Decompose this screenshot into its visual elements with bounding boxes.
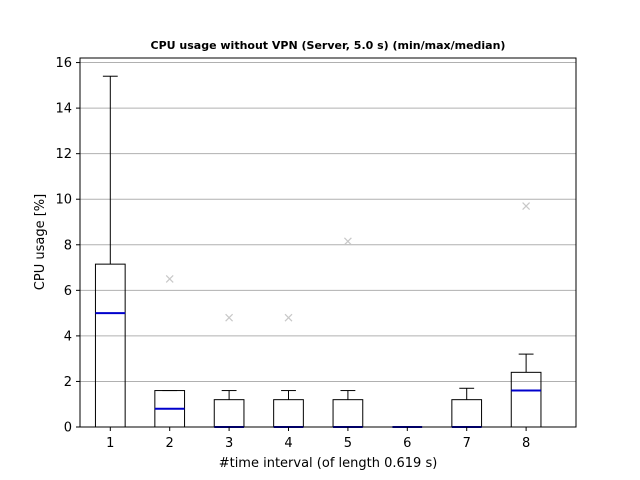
box-4 [273, 399, 304, 428]
outlier-stroke-b-3-0 [225, 313, 234, 322]
box-1 [94, 263, 126, 428]
outlier-8-0 [522, 202, 531, 210]
x-tick-label-3: 4 [284, 436, 292, 451]
y-tick-label-0: 0 [64, 421, 72, 436]
box-layer [94, 75, 542, 428]
x-tick-label-1: 2 [166, 436, 174, 451]
grid-layer [80, 62, 576, 428]
outlier-3-0 [225, 313, 234, 322]
box-group-4 [273, 313, 304, 428]
outlier-2-0 [165, 275, 174, 283]
outlier-5-0 [343, 237, 352, 246]
box-8 [510, 371, 542, 428]
outlier-stroke-b-4-0 [284, 313, 293, 322]
outlier-stroke-b-2-0 [165, 275, 174, 283]
y-tick-label-7: 14 [55, 102, 72, 117]
box-5 [332, 399, 364, 428]
box-group-5 [332, 237, 364, 428]
y-tick-label-4: 8 [64, 238, 72, 253]
x-tick-label-4: 5 [344, 436, 352, 451]
plot-frame [79, 57, 577, 428]
box-group-3 [213, 313, 245, 428]
y-tick-label-6: 12 [55, 147, 72, 162]
y-axis-label: CPU usage [%] [33, 194, 48, 290]
box-7 [451, 399, 483, 428]
box-group-1 [94, 75, 126, 428]
box-group-7 [451, 387, 483, 428]
box-3 [213, 399, 245, 428]
chart-title: CPU usage without VPN (Server, 5.0 s) (m… [151, 39, 506, 52]
outlier-stroke-b-5-0 [343, 237, 352, 246]
outlier-4-0 [284, 313, 293, 322]
y-tick-label-1: 2 [64, 375, 72, 390]
x-tick-label-7: 8 [522, 436, 530, 451]
x-tick-label-0: 1 [106, 436, 114, 451]
x-tick-label-6: 7 [463, 436, 471, 451]
x-tick-label-5: 6 [403, 436, 411, 451]
y-tick-label-8: 16 [55, 56, 72, 71]
outlier-stroke-b-8-0 [522, 202, 531, 210]
y-tick-label-5: 10 [55, 193, 72, 208]
box-group-8 [510, 202, 542, 428]
x-tick-label-2: 3 [225, 436, 233, 451]
box-group-2 [154, 275, 186, 428]
x-axis-label: #time interval (of length 0.619 s) [219, 456, 438, 471]
y-tick-label-2: 4 [64, 329, 72, 344]
y-tick-label-3: 6 [64, 284, 72, 299]
